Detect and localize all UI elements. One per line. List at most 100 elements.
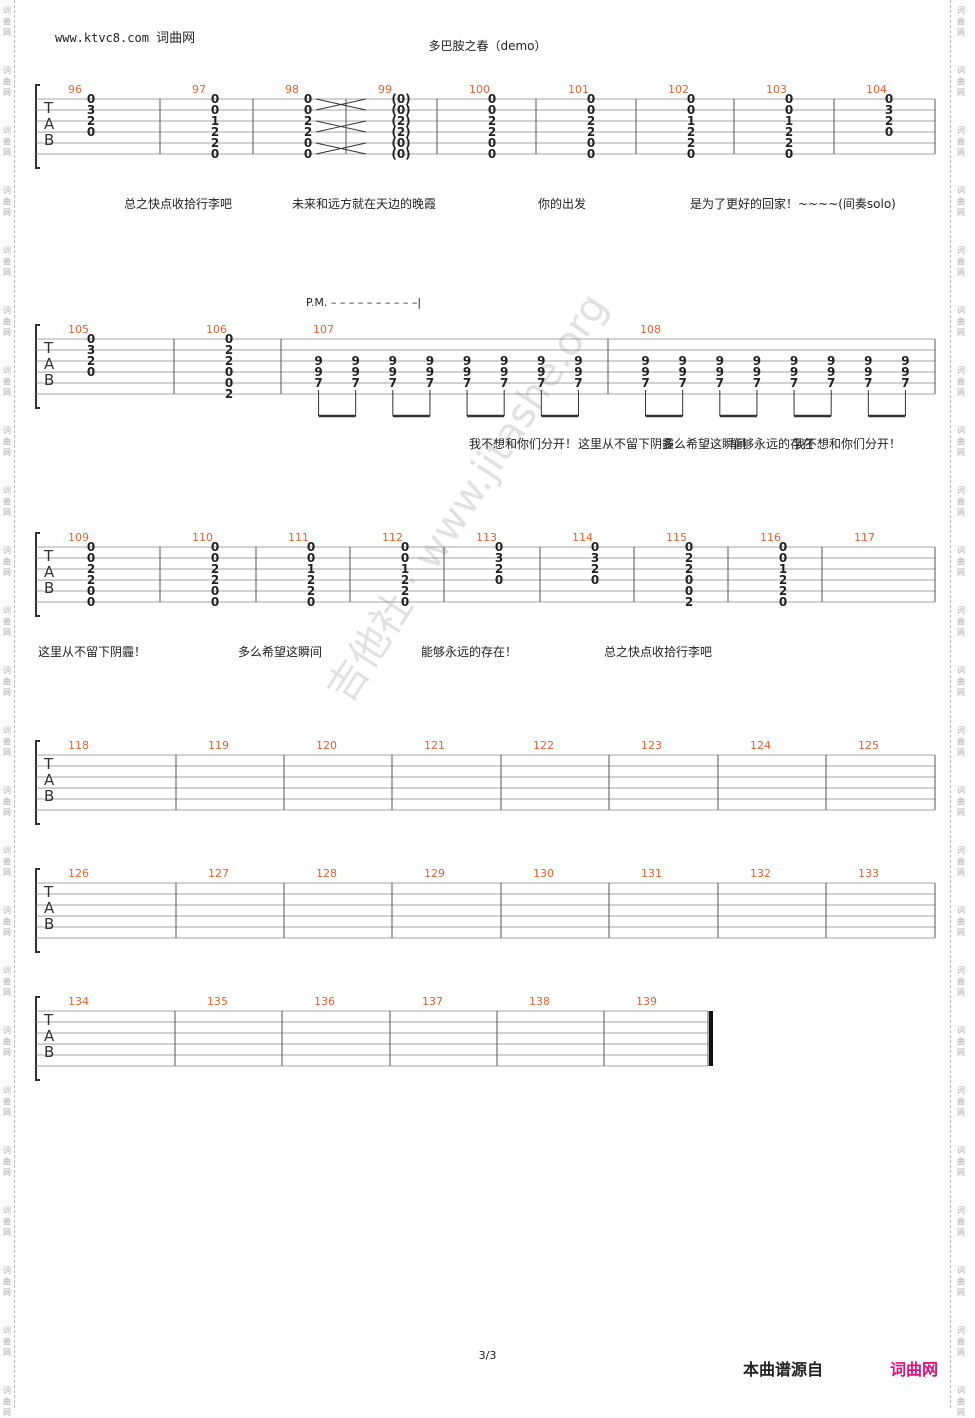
source-label: 本曲谱源自 [743, 1360, 824, 1379]
measure-number: 105 [68, 323, 89, 336]
fret-number: 7 [463, 376, 471, 390]
fret-number: 0 [307, 551, 315, 565]
fret-number: 2 [685, 595, 693, 609]
side-watermark-text: 词 曲 网 [3, 6, 11, 37]
fret-number: 1 [779, 562, 787, 576]
fret-number: 9 [716, 354, 724, 368]
fret-number: 0 [225, 365, 233, 379]
site-link[interactable]: www.ktvc8.com [55, 31, 149, 45]
side-watermark-text: 词 曲 网 [3, 306, 11, 337]
fret-number: 7 [314, 376, 322, 390]
tab-clef-letter: T [43, 755, 54, 773]
tab-clef-letter: A [44, 1027, 55, 1045]
side-watermark-text: 词 曲 网 [957, 426, 965, 457]
fret-number: 3 [885, 103, 893, 117]
fret-number: 0 [587, 147, 595, 161]
tab-clef-letter: A [44, 563, 55, 581]
measure-number: 103 [766, 83, 787, 96]
lyric: 总之快点收拾行李吧 [124, 197, 233, 211]
side-watermark-text: 词 曲 网 [957, 606, 965, 637]
left-margin-strip: 词 曲 网词 曲 网词 曲 网词 曲 网词 曲 网词 曲 网词 曲 网词 曲 网… [0, 0, 15, 1417]
fret-number: 9 [463, 354, 471, 368]
fret-number: 9 [864, 354, 872, 368]
fret-number: 2 [307, 584, 315, 598]
side-watermark-text: 词 曲 网 [957, 846, 965, 877]
fret-number: 0 [225, 376, 233, 390]
lyric: 是为了更好的回家！~~~~(间奏solo) [690, 197, 896, 211]
fret-number: 0 [211, 92, 219, 106]
tab-clef-letter: T [43, 547, 54, 565]
side-watermark-text: 词 曲 网 [957, 1206, 965, 1237]
side-watermark-text: 词 曲 网 [957, 906, 965, 937]
fret-number: 2 [488, 125, 496, 139]
tab-clef-letter: B [44, 787, 54, 805]
fret-number: 2 [587, 114, 595, 128]
fret-number: (0) [391, 136, 410, 150]
measure-number: 125 [858, 739, 879, 752]
fret-number: 7 [827, 376, 835, 390]
fret-number: 9 [314, 365, 322, 379]
fret-number: 2 [785, 125, 793, 139]
fret-number: 0 [779, 540, 787, 554]
fret-number: 9 [463, 365, 471, 379]
measure-number: 137 [422, 995, 443, 1008]
fret-number: 0 [87, 365, 95, 379]
lyric: 我不想和你们分开！ [793, 437, 902, 451]
side-watermark-text: 词 曲 网 [957, 246, 965, 277]
fret-number: 9 [753, 354, 761, 368]
side-watermark-text: 词 曲 网 [3, 246, 11, 277]
side-watermark-text: 词 曲 网 [3, 726, 11, 757]
system-bracket [35, 996, 40, 1081]
measure-number: 113 [476, 531, 497, 544]
fret-number: (2) [391, 114, 410, 128]
tab-clef-letter: B [44, 1043, 54, 1061]
lyric: 你的出发 [538, 197, 587, 211]
slide-line [315, 120, 367, 133]
fret-number: 0 [587, 103, 595, 117]
fret-number: 0 [687, 92, 695, 106]
fret-number: 2 [304, 125, 312, 139]
system-bracket [35, 532, 40, 617]
measure-number: 129 [424, 867, 445, 880]
fret-number: 0 [591, 573, 599, 587]
fret-number: 9 [679, 365, 687, 379]
tab-clef-letter: A [44, 115, 55, 133]
measure-number: 98 [285, 83, 299, 96]
fret-number: 7 [679, 376, 687, 390]
lyric: 能够永远的存在 [730, 437, 815, 451]
fret-number: 2 [687, 136, 695, 150]
fret-number: 0 [685, 540, 693, 554]
fret-number: 3 [495, 551, 503, 565]
fret-number: 0 [304, 103, 312, 117]
measure-number: 104 [866, 83, 887, 96]
fret-number: 2 [685, 562, 693, 576]
fret-number: 7 [901, 376, 909, 390]
measure-number: 136 [314, 995, 335, 1008]
side-watermark-text: 词 曲 网 [3, 126, 11, 157]
fret-number: 2 [885, 114, 893, 128]
fret-number: 3 [87, 103, 95, 117]
fret-number: 0 [87, 92, 95, 106]
page-title: 多巴胺之春（demo） [428, 39, 547, 53]
fret-number: 2 [87, 562, 95, 576]
fret-number: 9 [352, 365, 360, 379]
fret-number: 0 [401, 595, 409, 609]
fret-number: 7 [753, 376, 761, 390]
system-bracket [35, 84, 40, 169]
fret-number: 0 [779, 595, 787, 609]
measure-number: 111 [288, 531, 309, 544]
measure-number: 114 [572, 531, 593, 544]
fret-number: 1 [307, 562, 315, 576]
fret-number: 0 [488, 136, 496, 150]
measure-number: 120 [316, 739, 337, 752]
measure-number: 96 [68, 83, 82, 96]
lyric: 未来和远方就在天边的晚霞 [292, 197, 437, 211]
fret-number: 2 [687, 125, 695, 139]
measure-number: 110 [192, 531, 213, 544]
brand-logo[interactable]: 词曲网 [890, 1360, 939, 1379]
side-watermark-text: 词 曲 网 [957, 486, 965, 517]
fret-number: 0 [87, 551, 95, 565]
site-header[interactable]: www.ktvc8.com 词曲网 [55, 27, 195, 46]
fret-number: 0 [87, 595, 95, 609]
fret-number: 7 [537, 376, 545, 390]
